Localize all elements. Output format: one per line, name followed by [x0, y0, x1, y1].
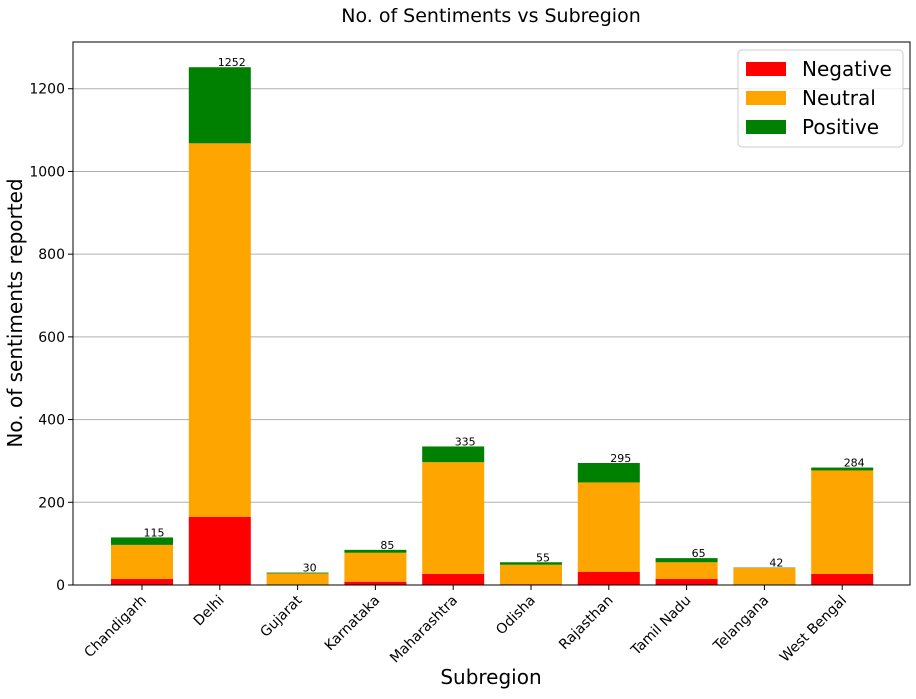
- legend-label: Positive: [802, 115, 879, 139]
- legend-label: Neutral: [802, 86, 876, 110]
- y-axis: 0 200 400 600 800 1000 1200: [29, 82, 73, 594]
- legend-swatch: [746, 120, 786, 134]
- x-tick-label: West Bengal: [777, 593, 850, 666]
- bar-negative-maharashtra: [422, 574, 484, 585]
- bar-neutral-karnataka: [344, 553, 406, 582]
- bar-neutral-telangana: [733, 568, 795, 585]
- bar-neutral-odisha: [500, 565, 562, 584]
- bar-neutral-rajasthan: [578, 482, 640, 571]
- x-tick-label: Rajasthan: [556, 593, 617, 654]
- bar-positive-gujarat: [267, 573, 329, 574]
- chart-title: No. of Sentiments vs Subregion: [341, 5, 641, 27]
- y-tick-label: 800: [38, 247, 65, 263]
- x-tick-label: Gujarat: [257, 592, 305, 640]
- x-tick-label: Karnataka: [322, 593, 384, 655]
- bar-total-label: 65: [692, 547, 706, 560]
- bar-total-label: 42: [769, 557, 783, 570]
- bar-neutral-west-bengal: [811, 470, 873, 573]
- y-tick-label: 400: [38, 413, 65, 429]
- bar-total-label: 284: [844, 457, 865, 470]
- bar-neutral-maharashtra: [422, 462, 484, 574]
- bar-positive-maharashtra: [422, 446, 484, 462]
- x-tick-label: Maharashtra: [387, 593, 461, 667]
- y-axis-label: No. of sentiments reported: [3, 178, 27, 447]
- y-tick-label: 200: [38, 495, 65, 511]
- bar-neutral-tamil-nadu: [656, 562, 718, 579]
- bar-neutral-gujarat: [267, 573, 329, 584]
- bar-total-label: 115: [144, 526, 165, 539]
- x-tick-label: Delhi: [191, 593, 228, 630]
- y-tick-label: 1000: [29, 164, 65, 180]
- bar-negative-chandigarh: [111, 579, 173, 585]
- x-tick-label: Telangana: [710, 593, 772, 655]
- bar-total-label: 335: [455, 435, 476, 448]
- bar-positive-karnataka: [344, 550, 406, 553]
- bar-negative-west-bengal: [811, 574, 873, 585]
- x-tick-label: Chandigarh: [81, 593, 149, 661]
- y-tick-label: 0: [56, 578, 65, 594]
- bar-positive-rajasthan: [578, 463, 640, 482]
- bar-positive-tamil-nadu: [656, 558, 718, 562]
- bar-total-label: 30: [303, 562, 317, 575]
- x-tick-label: Tamil Nadu: [628, 593, 695, 660]
- bar-total-label: 1252: [218, 56, 246, 69]
- bar-positive-odisha: [500, 562, 562, 564]
- bar-positive-delhi: [189, 67, 251, 143]
- x-tick-label: Odisha: [493, 593, 539, 639]
- bar-neutral-delhi: [189, 143, 251, 516]
- bar-total-label: 295: [610, 452, 631, 465]
- legend: Negative Neutral Positive: [738, 50, 903, 147]
- legend-swatch: [746, 91, 786, 105]
- y-tick-label: 1200: [29, 82, 65, 98]
- bar-total-label: 55: [536, 551, 550, 564]
- legend-swatch: [746, 62, 786, 76]
- bar-total-label: 85: [380, 539, 394, 552]
- bar-negative-delhi: [189, 517, 251, 585]
- bar-negative-rajasthan: [578, 572, 640, 585]
- bar-neutral-chandigarh: [111, 545, 173, 579]
- x-axis-label: Subregion: [440, 665, 541, 689]
- y-tick-label: 600: [38, 330, 65, 346]
- legend-label: Negative: [802, 57, 892, 81]
- bar-negative-tamil-nadu: [656, 579, 718, 585]
